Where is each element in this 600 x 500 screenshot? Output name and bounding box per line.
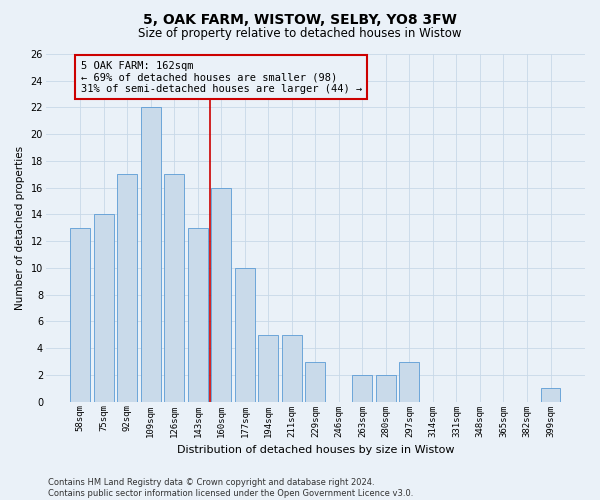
Bar	[541, 388, 560, 402]
Bar	[259, 335, 278, 402]
Bar	[376, 375, 396, 402]
Bar	[164, 174, 184, 402]
Y-axis label: Number of detached properties: Number of detached properties	[15, 146, 25, 310]
Bar	[94, 214, 114, 402]
X-axis label: Distribution of detached houses by size in Wistow: Distribution of detached houses by size …	[176, 445, 454, 455]
Bar	[141, 108, 161, 402]
Bar	[352, 375, 373, 402]
Bar	[70, 228, 91, 402]
Bar	[211, 188, 232, 402]
Bar	[282, 335, 302, 402]
Text: Size of property relative to detached houses in Wistow: Size of property relative to detached ho…	[138, 28, 462, 40]
Bar	[400, 362, 419, 402]
Bar	[235, 268, 255, 402]
Bar	[188, 228, 208, 402]
Bar	[118, 174, 137, 402]
Text: 5, OAK FARM, WISTOW, SELBY, YO8 3FW: 5, OAK FARM, WISTOW, SELBY, YO8 3FW	[143, 12, 457, 26]
Text: Contains HM Land Registry data © Crown copyright and database right 2024.
Contai: Contains HM Land Registry data © Crown c…	[48, 478, 413, 498]
Text: 5 OAK FARM: 162sqm
← 69% of detached houses are smaller (98)
31% of semi-detache: 5 OAK FARM: 162sqm ← 69% of detached hou…	[80, 60, 362, 94]
Bar	[305, 362, 325, 402]
